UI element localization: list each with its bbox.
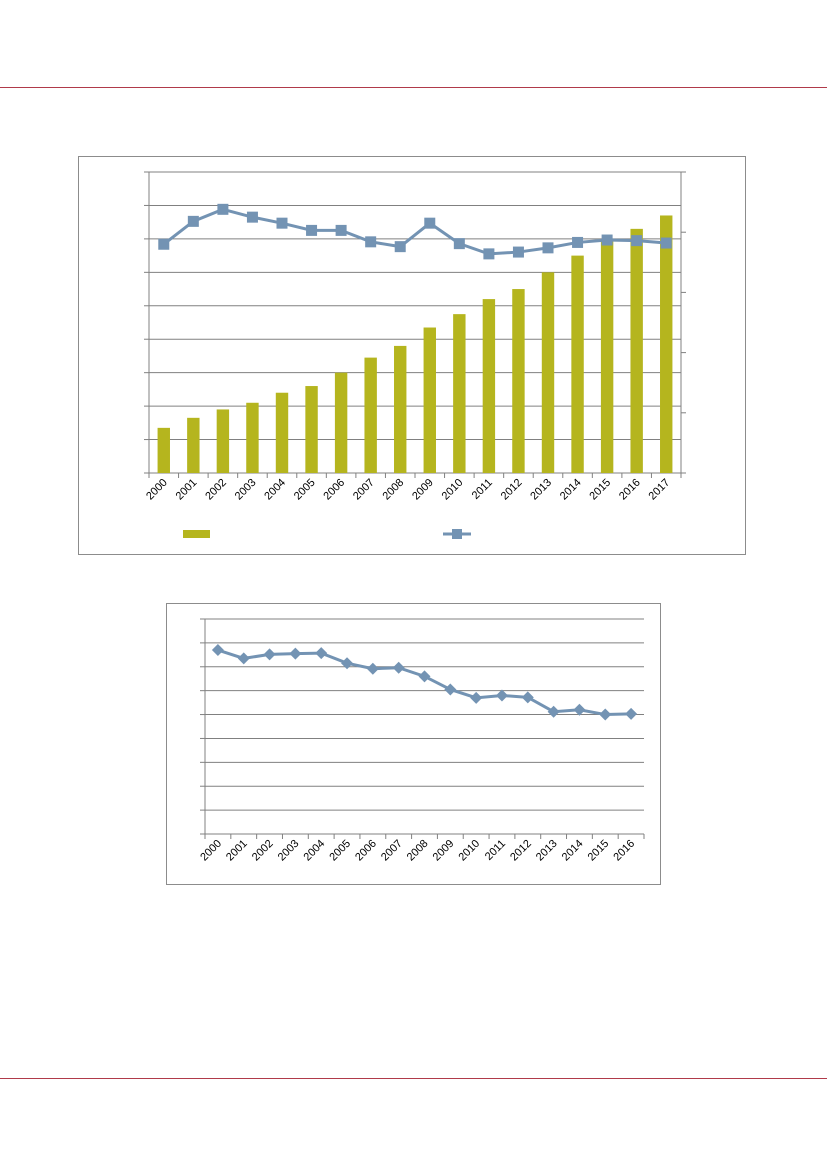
square-marker	[512, 246, 524, 258]
diamond-marker	[444, 683, 457, 696]
bar	[630, 228, 643, 473]
square-marker	[424, 217, 436, 229]
x-tick-label: 2000	[144, 477, 170, 503]
bar	[600, 240, 614, 473]
x-tick-label: 2013	[528, 477, 554, 503]
bar	[541, 272, 555, 473]
bar	[660, 215, 673, 473]
x-tick-label: 2010	[456, 838, 482, 864]
bar	[364, 357, 377, 473]
x-tick-label: 2000	[198, 838, 224, 864]
footer-rule	[0, 1078, 827, 1079]
square-marker	[572, 236, 584, 248]
x-tick-label: 2009	[410, 477, 436, 503]
x-tick-label: 2014	[558, 477, 584, 503]
diamond-marker	[289, 647, 302, 660]
header-rule	[0, 87, 827, 88]
bar	[157, 427, 170, 473]
bar	[187, 417, 200, 473]
square-marker	[394, 241, 406, 253]
x-tick-label: 2013	[534, 838, 560, 864]
bar	[482, 299, 496, 473]
square-marker	[217, 203, 229, 215]
combo-chart: 2000 2001 2002 2003 2004 2005 2006 2007 2008 2009…	[78, 156, 746, 555]
x-tick-label: 2008	[405, 838, 431, 864]
x-tick-label: 2012	[508, 838, 534, 864]
x-tick-label: 2011	[483, 838, 508, 863]
bar	[512, 289, 525, 473]
diamond-marker	[470, 691, 483, 704]
bar	[453, 314, 466, 473]
diamond-marker	[237, 652, 250, 665]
x-tick-label: 2007	[351, 477, 377, 503]
square-marker	[660, 237, 672, 249]
x-tick-label: 2004	[262, 477, 288, 503]
square-marker	[158, 238, 170, 250]
x-tick-label: 2012	[499, 477, 525, 503]
diamond-marker	[547, 705, 560, 718]
square-marker	[335, 224, 347, 236]
diamond-marker	[599, 708, 612, 721]
diamond-marker	[573, 703, 586, 716]
square-marker	[483, 248, 495, 260]
x-tick-label: 2001	[224, 838, 250, 864]
square-marker	[306, 224, 318, 236]
legend-bar-swatch	[183, 530, 210, 538]
x-tick-label: 2011	[470, 477, 495, 502]
square-marker	[453, 238, 465, 250]
legend-line-marker	[452, 529, 462, 539]
x-tick-label: 2014	[560, 838, 586, 864]
square-marker	[542, 242, 554, 254]
square-marker	[246, 211, 258, 223]
x-tick-label: 2002	[203, 477, 229, 503]
x-tick-label: 2006	[353, 838, 379, 864]
x-tick-label: 2001	[174, 477, 200, 503]
bar	[423, 327, 436, 473]
square-marker	[365, 236, 377, 248]
x-tick-label: 2015	[586, 838, 612, 864]
x-tick-label: 2003	[276, 838, 302, 864]
square-marker	[631, 235, 643, 247]
bar	[275, 392, 289, 473]
bar	[246, 402, 259, 473]
x-tick-label: 2010	[440, 477, 466, 503]
combo-chart-canvas: 2000 2001 2002 2003 2004 2005 2006 2007 2008 2009…	[144, 171, 686, 539]
diamond-marker	[263, 648, 276, 661]
x-tick-label: 2004	[302, 838, 328, 864]
x-tick-label: 2002	[250, 838, 276, 864]
x-tick-label: 2016	[611, 838, 637, 864]
x-tick-label: 2007	[379, 838, 405, 864]
x-tick-label: 2015	[587, 477, 613, 503]
diamond-marker	[521, 691, 534, 704]
x-tick-label: 2005	[327, 838, 353, 864]
square-marker	[601, 234, 613, 246]
x-tick-label: 2009	[431, 838, 457, 864]
diamond-marker	[495, 689, 508, 702]
diamond-marker	[418, 670, 431, 683]
x-tick-label: 2006	[321, 477, 347, 503]
square-marker	[187, 215, 199, 227]
x-tick-label: 2017	[647, 477, 673, 503]
diamond-marker	[625, 707, 638, 720]
bar	[394, 345, 407, 473]
bar	[305, 386, 318, 473]
square-marker	[276, 217, 288, 229]
x-tick-label: 2003	[233, 477, 259, 503]
line-chart-canvas: 2000 2001 2002 2003 2004 2005 2006 2007 2008 2009…	[198, 618, 645, 864]
diamond-marker	[211, 644, 224, 657]
x-tick-label: 2005	[292, 477, 318, 503]
series-line	[162, 207, 667, 256]
diamond-marker	[366, 662, 379, 675]
line-chart: 2000 2001 2002 2003 2004 2005 2006 2007 2008 2009…	[166, 603, 661, 885]
diamond-marker	[341, 657, 354, 670]
x-tick-label: 2016	[617, 477, 643, 503]
bar	[571, 255, 584, 473]
bar	[334, 372, 348, 473]
x-tick-label: 2008	[381, 477, 407, 503]
bar	[216, 409, 230, 473]
diamond-marker	[392, 661, 405, 674]
diamond-marker	[315, 647, 328, 660]
